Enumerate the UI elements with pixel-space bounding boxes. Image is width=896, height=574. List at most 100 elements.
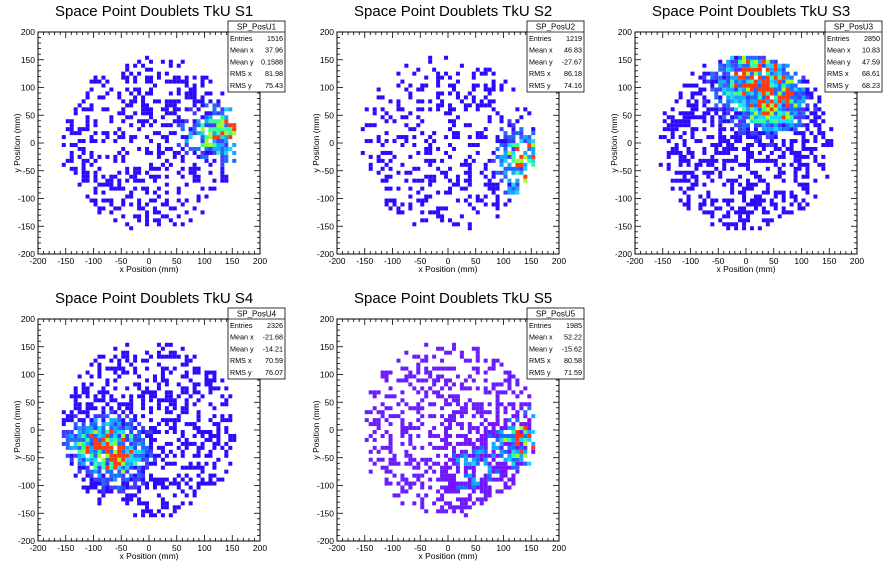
histogram-bin [801, 123, 806, 128]
histogram-bin [117, 465, 122, 470]
histogram-bin [400, 433, 405, 438]
histogram-bin [404, 135, 409, 140]
histogram-bin [678, 91, 683, 96]
histogram-bin [384, 445, 389, 450]
histogram-bin [742, 119, 747, 124]
histogram-bin [805, 139, 810, 144]
histogram-bin [491, 182, 496, 187]
histogram-bin [228, 146, 233, 151]
histogram-bin [436, 214, 441, 219]
histogram-bin [761, 63, 766, 68]
histogram-bin [710, 158, 715, 163]
histogram-bin [702, 71, 707, 76]
histogram-bin [408, 127, 413, 132]
histogram-bin [444, 473, 449, 478]
histogram-bin [184, 119, 189, 124]
histogram-bin [93, 202, 98, 207]
histogram-bin [773, 143, 778, 148]
histogram-bin [93, 433, 98, 438]
histogram-bin [117, 95, 122, 100]
stats-value: 70.59 [265, 356, 283, 365]
histogram-bin [706, 170, 711, 175]
histogram-bin [746, 99, 751, 104]
histogram-bin [404, 123, 409, 128]
histogram-bin [499, 158, 504, 163]
histogram-bin [773, 87, 778, 92]
histogram-bin [753, 170, 758, 175]
histogram-bin [511, 426, 516, 431]
histogram-bin [742, 55, 747, 60]
histogram-bin [722, 115, 727, 120]
histogram-bin [101, 139, 106, 144]
x-tick-label: -50 [414, 256, 427, 266]
histogram-bin [738, 214, 743, 219]
histogram-bin [495, 194, 500, 199]
histogram-bin [670, 127, 675, 132]
histogram-bin [372, 390, 377, 395]
histogram-bin [420, 473, 425, 478]
histogram-bin [726, 226, 731, 231]
histogram-bin [133, 99, 138, 104]
histogram-bin [428, 485, 433, 490]
stats-label: Mean y [529, 57, 553, 66]
histogram-bin [105, 445, 110, 450]
histogram-bin [85, 414, 90, 419]
histogram-bin [491, 453, 496, 458]
histogram-bin [196, 146, 201, 151]
histogram-bin [192, 83, 197, 88]
histogram-bin [420, 386, 425, 391]
histogram-bin [164, 174, 169, 179]
histogram-bin [97, 437, 102, 442]
histogram-bin [483, 71, 488, 76]
histogram-bin [184, 358, 189, 363]
histogram-bin [101, 418, 106, 423]
histogram-bin [785, 95, 790, 100]
histogram-bin [742, 79, 747, 84]
histogram-bin [192, 453, 197, 458]
histogram-bin [184, 210, 189, 215]
histogram-bin [152, 390, 157, 395]
histogram-bin [781, 206, 786, 211]
histogram-bin [188, 107, 193, 112]
histogram-bin [769, 71, 774, 76]
histogram-bin [444, 150, 449, 155]
histogram-bin [121, 430, 126, 435]
histogram-bin [451, 485, 456, 490]
histogram-bins [61, 55, 237, 231]
histogram-bin [125, 453, 130, 458]
histogram-bin [686, 123, 691, 128]
histogram-bin [813, 146, 818, 151]
histogram-bin [726, 222, 731, 227]
histogram-bin [85, 410, 90, 415]
histogram-bins [658, 55, 834, 231]
histogram-bin [428, 135, 433, 140]
histogram-bin [467, 202, 472, 207]
histogram-bin [408, 202, 413, 207]
histogram-bin [495, 461, 500, 466]
histogram-bin [757, 83, 762, 88]
stats-label: RMS y [230, 81, 252, 90]
histogram-bin [196, 426, 201, 431]
histogram-bin [765, 143, 770, 148]
histogram-bin [805, 79, 810, 84]
histogram-bin [117, 485, 122, 490]
histogram-bin [228, 131, 233, 136]
histogram-bin [168, 123, 173, 128]
histogram-bin [658, 162, 663, 167]
histogram-bin [129, 461, 134, 466]
histogram-bin [463, 198, 468, 203]
histogram-bin [396, 210, 401, 215]
histogram-bin [129, 477, 134, 482]
histogram-bin [519, 433, 524, 438]
histogram-bin [81, 139, 86, 144]
histogram-bin [428, 477, 433, 482]
histogram-bin [412, 445, 417, 450]
histogram-bin [232, 437, 237, 442]
histogram-bin [192, 123, 197, 128]
histogram-bin [196, 485, 201, 490]
histogram-bin [404, 461, 409, 466]
histogram-bin [89, 457, 94, 462]
stats-name: SP_PosU3 [834, 23, 874, 32]
histogram-bin [168, 461, 173, 466]
